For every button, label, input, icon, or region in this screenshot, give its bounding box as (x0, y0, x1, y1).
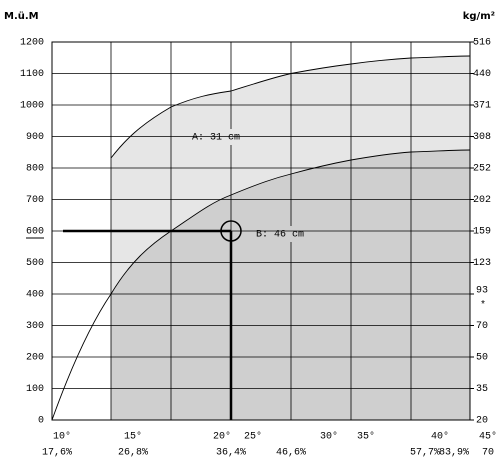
x-degree-label: 35° (357, 431, 375, 443)
y2-tick-label: 252 (473, 164, 491, 175)
y2-tick-label: 20 (476, 416, 488, 427)
x-degree-label: 15° (124, 431, 142, 443)
x-degree-label: 10° (53, 431, 71, 443)
y-tick-label: 0 (38, 416, 44, 427)
y2-tick-label: 35 (476, 384, 488, 395)
annotation-a: A: 31 cm (192, 133, 240, 144)
y-tick-label: 700 (26, 195, 44, 206)
y-tick-label: 600 (26, 227, 44, 238)
x-percent-label: 57,7% (410, 448, 440, 459)
y-tick-label: 400 (26, 290, 44, 301)
y2-tick-label: 123 (473, 258, 491, 269)
x-percent-label: 46,6% (276, 448, 306, 459)
y-axis-label: M.ü.M (4, 11, 39, 22)
annotation-b: B: 46 cm (256, 230, 304, 241)
x-degree-label: 45° (479, 431, 497, 443)
y2-tick-label: 440 (473, 69, 491, 80)
label-bg (188, 129, 284, 145)
region-b (111, 150, 470, 420)
x-percent-label: 83,9% (439, 448, 469, 459)
y2-tick-label: 516 (473, 38, 491, 49)
y2-tick-label: 371 (473, 101, 491, 112)
x-percent-label: 17,6% (42, 448, 72, 459)
x-degree-label: 20° (213, 431, 231, 443)
y-tick-label: 800 (26, 164, 44, 175)
x-degree-label: 30° (320, 431, 338, 443)
y2-tick-label: 50 (476, 353, 488, 364)
y2-tick-label: 93 (476, 286, 488, 297)
y-tick-label: 1000 (20, 101, 44, 112)
region-a (111, 56, 470, 294)
y-tick-label: 500 (26, 258, 44, 269)
curve-b (51, 149, 471, 421)
x-percent-label: 26,8% (118, 448, 148, 459)
y2-tick-label: 308 (473, 132, 491, 143)
x-degree-label: 40° (431, 431, 449, 443)
y-tick-label: 200 (26, 353, 44, 364)
y2-tick-label: 70 (476, 321, 488, 332)
y-tick-label: 100 (26, 384, 44, 395)
x-percent-label: 70 (482, 448, 494, 459)
y-tick-label: 1100 (20, 69, 44, 80)
y-tick-label: 300 (26, 321, 44, 332)
y2-axis-label: kg/m² (463, 11, 495, 22)
y2-tick-label: 159 (473, 227, 491, 238)
y2-note: * (480, 300, 486, 312)
y-tick-label: 900 (26, 132, 44, 143)
x-degree-label: 25° (244, 431, 262, 443)
label-bg (252, 226, 348, 242)
x-percent-label: 36,4% (216, 448, 246, 459)
y2-tick-label: 202 (473, 195, 491, 206)
y-tick-label: 1200 (20, 38, 44, 49)
marker-circle (220, 220, 242, 242)
